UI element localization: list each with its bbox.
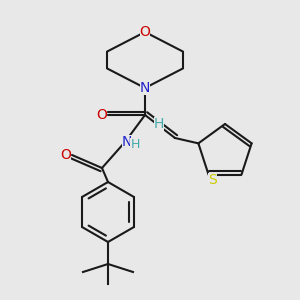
Text: H: H	[154, 117, 164, 131]
Text: O: O	[140, 25, 150, 39]
Text: H: H	[130, 137, 140, 151]
Text: N: N	[122, 135, 132, 149]
Text: S: S	[208, 173, 217, 187]
Text: N: N	[140, 81, 150, 95]
Text: O: O	[97, 108, 107, 122]
Text: O: O	[61, 148, 71, 162]
